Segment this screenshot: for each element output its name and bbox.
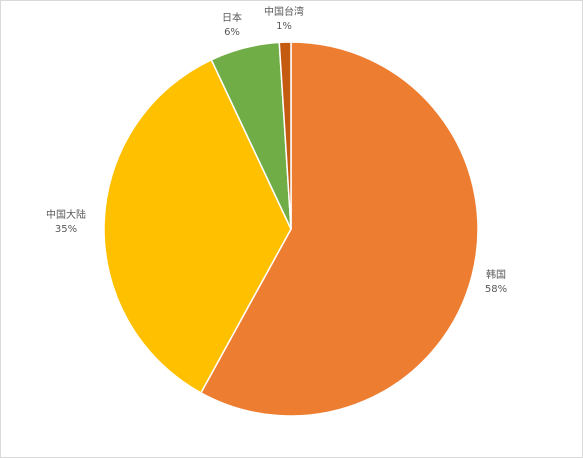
slice-value-japan: 6% [224, 27, 240, 38]
pie-slices [103, 41, 479, 417]
slice-taiwan [278, 41, 292, 230]
slice-label-taiwan: 中国台湾 [264, 5, 304, 18]
slice-label-mainland-china: 中国大陆 [46, 208, 86, 221]
slice-value-taiwan: 1% [276, 21, 292, 32]
slice-label-korea: 韩国 [486, 268, 506, 281]
slice-value-mainland-china: 35% [55, 224, 77, 235]
slice-label-japan: 日本 [222, 11, 242, 24]
slice-value-korea: 58% [485, 284, 507, 295]
slice-mainland-china [103, 58, 292, 394]
slice-korea [199, 41, 479, 417]
